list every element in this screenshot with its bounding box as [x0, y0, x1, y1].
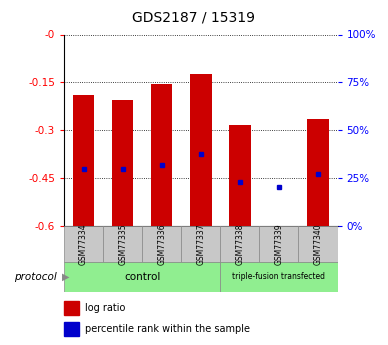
Bar — [298, 226, 338, 262]
Text: protocol: protocol — [14, 272, 60, 282]
Text: GSM77340: GSM77340 — [314, 223, 322, 265]
Text: GSM77336: GSM77336 — [157, 223, 166, 265]
Bar — [142, 226, 181, 262]
Bar — [64, 301, 79, 315]
Bar — [103, 226, 142, 262]
Text: GSM77339: GSM77339 — [274, 223, 284, 265]
Bar — [151, 84, 172, 226]
Text: GSM77334: GSM77334 — [79, 223, 88, 265]
Bar — [220, 262, 338, 292]
Text: GDS2187 / 15319: GDS2187 / 15319 — [132, 10, 256, 24]
Bar — [220, 226, 260, 262]
Text: GSM77337: GSM77337 — [196, 223, 205, 265]
Bar — [64, 226, 103, 262]
Bar — [307, 119, 329, 226]
Bar — [190, 75, 211, 226]
Text: GSM77338: GSM77338 — [236, 223, 244, 265]
Bar — [268, 226, 290, 228]
Bar — [260, 226, 298, 262]
Text: GSM77335: GSM77335 — [118, 223, 127, 265]
Bar — [112, 100, 133, 226]
Bar — [229, 126, 251, 226]
Bar — [73, 95, 94, 226]
Bar — [64, 322, 79, 336]
Text: triple-fusion transfected: triple-fusion transfected — [232, 272, 326, 281]
Text: percentile rank within the sample: percentile rank within the sample — [85, 324, 249, 334]
Bar — [181, 226, 220, 262]
Text: ▶: ▶ — [62, 272, 69, 282]
Text: control: control — [124, 272, 160, 282]
Text: log ratio: log ratio — [85, 303, 125, 313]
Bar — [64, 262, 220, 292]
